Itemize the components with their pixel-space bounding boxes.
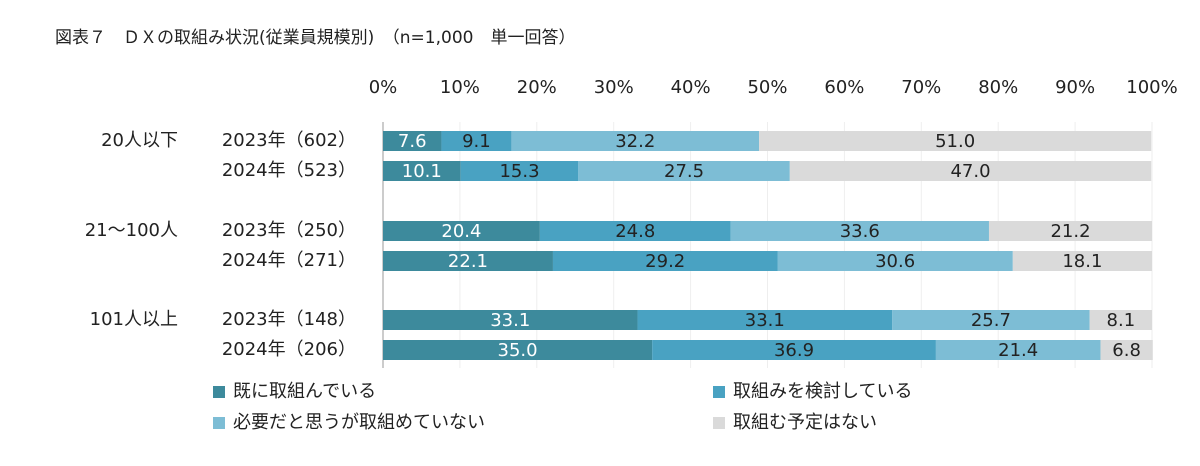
bar-segment <box>1089 310 1152 330</box>
legend-label: 既に取組んでいる <box>233 381 376 402</box>
x-tick-label: 40% <box>671 77 711 98</box>
y-tick-label: 2024年（206） <box>222 339 356 360</box>
bar-segment <box>1012 251 1152 271</box>
x-tick-label: 60% <box>824 77 864 98</box>
data-label: 22.1 <box>448 251 488 272</box>
bar-segment <box>652 340 936 360</box>
bar-segment <box>777 251 1013 271</box>
legend-swatch <box>713 417 725 429</box>
bar-segment <box>383 221 540 241</box>
bar-segment <box>935 340 1101 360</box>
legend-swatch <box>213 386 225 398</box>
bar-segment <box>892 310 1090 330</box>
legend-swatch <box>213 417 225 429</box>
data-label: 27.5 <box>664 161 704 182</box>
x-tick-label: 100% <box>1126 77 1177 98</box>
y-tick-label: 2023年（602） <box>222 130 356 151</box>
chart-title: 図表７ ＤＸの取組み状況(従業員規模別) （n=1,000 単一回答） <box>55 28 575 48</box>
legend-label: 取組む予定はない <box>733 412 877 433</box>
bar-segment <box>441 131 512 151</box>
bar-segment <box>578 161 790 181</box>
bar-segment <box>759 131 1152 151</box>
data-label: 32.2 <box>615 131 655 152</box>
y-tick-label: 2023年（250） <box>222 220 356 241</box>
bar-segment <box>789 161 1152 181</box>
y-tick-label: 2023年（148） <box>222 309 356 330</box>
group-label: 20人以下 <box>101 130 178 151</box>
x-tick-label: 70% <box>901 77 941 98</box>
data-label: 7.6 <box>398 131 427 152</box>
data-label: 21.4 <box>998 340 1038 361</box>
data-label: 30.6 <box>875 251 915 272</box>
legend-label: 取組みを検討している <box>733 381 912 402</box>
legend-label: 必要だと思うが取組めていない <box>233 412 485 433</box>
bar-segment <box>988 221 1152 241</box>
legend-swatch <box>713 386 725 398</box>
bar-segment <box>383 161 461 181</box>
data-label: 35.0 <box>498 340 538 361</box>
x-tick-label: 10% <box>440 77 480 98</box>
bar-segment <box>383 131 442 151</box>
bar-segment <box>552 251 778 271</box>
bar-segment <box>383 310 638 330</box>
x-tick-label: 0% <box>369 77 398 98</box>
data-label: 33.1 <box>745 310 785 331</box>
bar-segment <box>539 221 731 241</box>
bar-segment <box>460 161 579 181</box>
x-tick-label: 90% <box>1055 77 1095 98</box>
bar-segment <box>1100 340 1153 360</box>
data-label: 36.9 <box>774 340 814 361</box>
data-label: 18.1 <box>1062 251 1102 272</box>
bar-segment <box>511 131 760 151</box>
x-tick-label: 50% <box>747 77 787 98</box>
data-label: 33.1 <box>490 310 530 331</box>
y-tick-label: 2024年（271） <box>222 250 356 271</box>
data-label: 6.8 <box>1112 340 1141 361</box>
data-label: 25.7 <box>971 310 1011 331</box>
bar-segment <box>383 340 653 360</box>
bar-segment <box>637 310 893 330</box>
group-label: 21～100人 <box>85 220 178 241</box>
data-label: 9.1 <box>462 131 491 152</box>
group-label: 101人以上 <box>90 309 178 330</box>
data-label: 15.3 <box>499 161 539 182</box>
x-tick-label: 30% <box>594 77 634 98</box>
data-label: 20.4 <box>441 221 481 242</box>
data-label: 47.0 <box>950 161 990 182</box>
data-label: 24.8 <box>615 221 655 242</box>
bar-segment <box>730 221 989 241</box>
data-label: 21.2 <box>1050 221 1090 242</box>
y-tick-label: 2024年（523） <box>222 160 356 181</box>
data-label: 51.0 <box>935 131 975 152</box>
x-tick-label: 20% <box>517 77 557 98</box>
data-label: 33.6 <box>840 221 880 242</box>
data-label: 8.1 <box>1107 310 1136 331</box>
x-tick-label: 80% <box>978 77 1018 98</box>
data-label: 10.1 <box>402 161 442 182</box>
data-label: 29.2 <box>645 251 685 272</box>
bar-segment <box>383 251 553 271</box>
